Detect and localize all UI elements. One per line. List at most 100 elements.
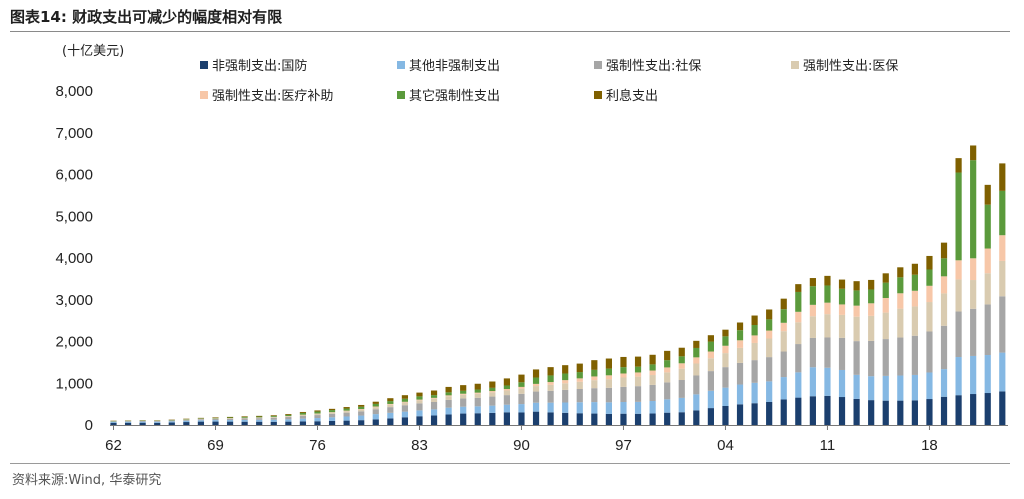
bar-segment: [212, 420, 219, 422]
bar-segment: [576, 372, 583, 379]
bar-segment: [343, 408, 350, 411]
bar-segment: [328, 410, 336, 413]
bar-segment: [285, 414, 292, 415]
bar-segment: [183, 420, 190, 423]
bar-segment: [299, 412, 307, 415]
bar-segment: [911, 274, 918, 291]
bar-segment: [620, 356, 627, 368]
bar-segment: [634, 372, 642, 377]
bar-segment: [897, 293, 904, 309]
bar-segment: [154, 421, 161, 422]
bar-segment: [576, 363, 583, 373]
bar-segment: [532, 386, 540, 392]
bar-segment: [503, 390, 510, 396]
bar-segment: [664, 412, 671, 425]
bar-segment: [751, 335, 758, 343]
bar-segment: [634, 356, 642, 367]
y-tick-label: 3,000: [55, 292, 93, 309]
legend-label: 利息支出: [606, 88, 658, 104]
bar-segment: [547, 367, 554, 376]
bar-segment: [882, 282, 889, 298]
bar-segment: [358, 406, 365, 410]
bar-segment: [532, 411, 540, 425]
bar-segment: [110, 421, 117, 423]
bar-segment: [256, 418, 263, 420]
bar-segment: [139, 420, 146, 422]
bar-segment: [518, 386, 525, 389]
bar-segment: [372, 414, 379, 420]
bar-segment: [970, 308, 977, 356]
bar-segment: [576, 402, 583, 414]
bar-segment: [882, 339, 889, 376]
x-tick-label: 18: [921, 437, 938, 454]
bar-segment: [372, 409, 379, 415]
bar-segment: [474, 383, 481, 390]
bar-segment: [372, 403, 379, 407]
bar-segment: [183, 422, 190, 425]
legend-label: 强制性支出:医疗补助: [212, 89, 333, 104]
bar-segment: [678, 368, 685, 380]
bar-segment: [693, 375, 700, 395]
bar-segment: [430, 390, 438, 396]
bar-segment: [795, 372, 802, 398]
bar-segment: [503, 385, 510, 390]
bar-segment: [445, 392, 452, 396]
bar-segment: [503, 395, 510, 405]
bar-segment: [955, 172, 962, 261]
bar-stack-layer: [110, 145, 1006, 425]
bar-segment: [314, 418, 321, 422]
bar-segment: [809, 367, 816, 397]
bar-segment: [372, 406, 379, 408]
bar-segment: [139, 421, 146, 423]
bar-segment: [299, 416, 307, 419]
bar-segment: [955, 260, 962, 280]
bar-segment: [285, 419, 292, 422]
bar-segment: [882, 298, 889, 313]
bar-segment: [970, 394, 977, 425]
bar-segment: [285, 414, 292, 416]
bar-segment: [926, 285, 933, 303]
bar-segment: [416, 410, 423, 417]
bar-segment: [139, 422, 146, 425]
bar-segment: [416, 399, 423, 401]
bar-segment: [503, 404, 510, 413]
bar-segment: [882, 375, 889, 401]
legend-swatch: [594, 91, 602, 99]
bar-segment: [124, 422, 132, 425]
bar-segment: [212, 418, 219, 421]
y-tick-label: 7,000: [55, 125, 93, 142]
bar-segment: [256, 415, 263, 417]
bar-segment: [809, 316, 816, 338]
bar-segment: [343, 416, 350, 421]
bar-segment: [270, 417, 277, 420]
bar-segment: [314, 411, 321, 414]
bar-segment: [926, 255, 933, 270]
bar-segment: [838, 369, 846, 398]
bar-segment: [343, 407, 350, 409]
bar-segment: [110, 422, 117, 425]
bar-segment: [707, 335, 714, 342]
bar-segment: [722, 406, 729, 425]
bar-segment: [445, 386, 452, 393]
bar-segment: [489, 396, 496, 406]
bar-segment: [868, 315, 875, 341]
bar-segment: [882, 273, 889, 283]
bar-segment: [241, 419, 248, 422]
x-tick-label: 04: [717, 437, 734, 454]
bar-segment: [926, 372, 933, 400]
bar-segment: [868, 376, 875, 401]
bar-segment: [328, 420, 336, 425]
bar-segment: [751, 382, 758, 404]
bar-segment: [853, 341, 860, 375]
bar-segment: [503, 412, 510, 425]
bar-segment: [401, 402, 409, 406]
x-tick-label: 11: [820, 437, 836, 454]
bar-segment: [562, 373, 569, 381]
bar-segment: [736, 330, 744, 341]
bar-segment: [780, 377, 787, 400]
bar-segment: [124, 421, 132, 423]
bar-segment: [649, 384, 656, 401]
bar-segment: [445, 407, 452, 415]
bar-segment: [562, 383, 569, 390]
